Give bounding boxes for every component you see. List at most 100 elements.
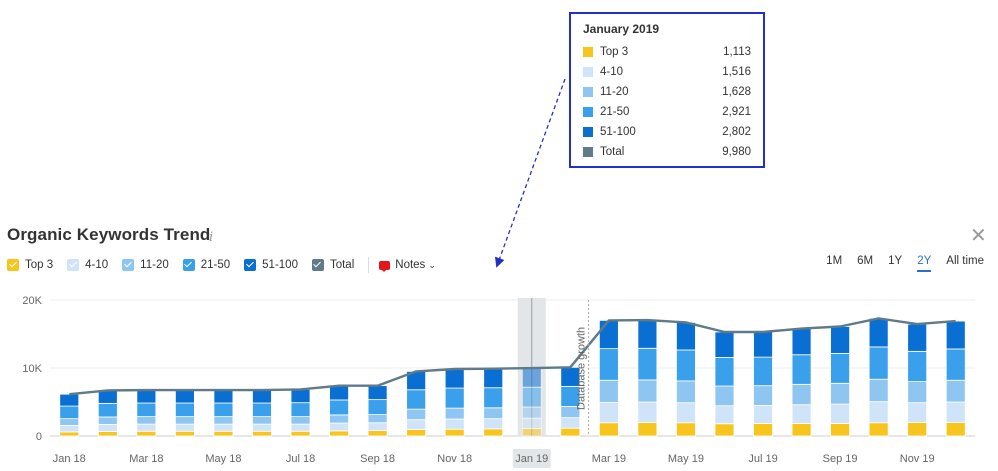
x-tick-label: Mar 19	[592, 453, 626, 465]
bar-segment	[367, 430, 388, 437]
bar-segment	[907, 381, 928, 404]
period-2y[interactable]: 2Y	[917, 255, 932, 272]
notes-label: Notes	[395, 259, 426, 271]
bar-segment	[213, 423, 234, 432]
period-1m[interactable]: 1M	[826, 255, 843, 267]
bar-segment	[676, 322, 696, 351]
bar-segment	[252, 389, 272, 404]
bar-segment	[714, 331, 735, 358]
bar-segment	[483, 368, 504, 389]
legend-checkbox-icon[interactable]	[67, 259, 80, 271]
bar-segment	[290, 423, 311, 432]
bar-segment	[521, 406, 542, 419]
bar-segment	[136, 402, 157, 418]
bar-segment	[97, 431, 118, 437]
bar-segment	[174, 389, 195, 404]
y-tick-label: 0	[36, 431, 42, 443]
legend-label: 51-100	[262, 259, 298, 271]
bar-segment	[329, 414, 349, 424]
bar-segment	[637, 401, 658, 423]
period-selector: 1M 6M 1Y 2Y All time	[811, 255, 984, 272]
bar-segment	[483, 418, 504, 430]
annotation-label: Database growth	[576, 327, 588, 410]
legend-label: 21-50	[200, 259, 231, 271]
bar-segment	[252, 430, 272, 437]
x-tick-label: Nov 18	[437, 453, 472, 465]
bar-segment	[676, 422, 696, 437]
bar-segment	[174, 416, 195, 425]
period-6m[interactable]: 6M	[857, 255, 874, 267]
bar-segment	[97, 390, 118, 404]
bar-segment	[830, 423, 851, 437]
tooltip-label: Total	[600, 146, 625, 158]
bar-segment	[637, 421, 658, 437]
tooltip-label: Top 3	[600, 46, 629, 58]
bar-segment	[367, 414, 388, 424]
legend-checkbox-icon[interactable]	[7, 259, 19, 271]
legend-item-top3[interactable]: Top 3	[7, 259, 53, 271]
tooltip-row: Top 3 1,113	[583, 42, 751, 62]
bar-segment	[406, 419, 427, 430]
bar-segment	[406, 408, 427, 421]
tooltip-label: 11-20	[600, 86, 629, 98]
bar-segment	[791, 383, 812, 406]
bar-segment	[868, 346, 889, 380]
notes-icon	[379, 260, 391, 272]
bar-segment	[213, 416, 234, 425]
legend-item-21-50[interactable]: 21-50	[182, 259, 231, 271]
x-tick-label: Sep 18	[360, 453, 395, 465]
bar-segment	[791, 328, 812, 356]
bar-segment	[252, 416, 272, 425]
legend-checkbox-icon[interactable]	[311, 259, 324, 271]
bar-segment	[213, 389, 234, 404]
bar-segment	[252, 423, 272, 432]
bar-segment	[791, 423, 812, 437]
tooltip-value: 1,628	[722, 86, 751, 98]
bar-segment	[213, 430, 234, 437]
tooltip-row: 21-50 2,921	[583, 102, 751, 122]
tooltip-value: 9,980	[722, 146, 751, 158]
bar-segment	[907, 421, 928, 437]
bar-segment	[830, 382, 851, 405]
bar-segment	[483, 428, 504, 437]
bar-segment	[676, 380, 696, 404]
close-icon[interactable]: ✕	[970, 225, 987, 247]
bar-segment	[290, 416, 311, 425]
bar-segment	[945, 401, 966, 423]
bar-segment	[329, 430, 349, 437]
bar-segment	[59, 425, 80, 433]
period-1y[interactable]: 1Y	[888, 255, 903, 267]
bar-segment	[444, 418, 465, 430]
bar-segment	[136, 416, 157, 425]
legend-item-4-10[interactable]: 4-10	[67, 259, 108, 271]
bar-segment	[174, 430, 195, 437]
legend-item-51-100[interactable]: 51-100	[244, 259, 298, 271]
bar-segment	[907, 402, 928, 423]
y-tick-label: 20K	[22, 295, 42, 307]
legend-label: 4-10	[85, 259, 109, 271]
bar-segment	[252, 402, 272, 418]
x-tick-label: May 18	[205, 453, 241, 465]
tooltip-label: 4-10	[600, 66, 624, 78]
bar-segment	[791, 404, 812, 424]
legend-checkbox-icon[interactable]	[244, 259, 257, 271]
x-tick-label: Jul 18	[286, 453, 315, 465]
period-all-time[interactable]: All time	[946, 255, 984, 267]
notes-dropdown[interactable]: Notes ⌄	[379, 259, 436, 272]
bar-segment	[637, 379, 658, 403]
bar-segment	[753, 331, 773, 358]
bar-segment	[521, 428, 542, 437]
info-icon[interactable]: i	[209, 230, 214, 245]
total-line	[69, 317, 956, 396]
legend-item-11-20[interactable]: 11-20	[122, 259, 169, 271]
bar-segment	[367, 385, 388, 401]
tooltip-row: 4-10 1,516	[583, 62, 751, 82]
bar-segment	[406, 429, 427, 437]
chevron-down-icon: ⌄	[428, 259, 436, 270]
tooltip-value: 1,516	[722, 66, 751, 78]
legend-checkbox-icon[interactable]	[182, 259, 195, 271]
legend-item-total[interactable]: Total	[311, 259, 354, 271]
bar-segment	[714, 405, 735, 425]
legend-checkbox-icon[interactable]	[122, 259, 135, 271]
